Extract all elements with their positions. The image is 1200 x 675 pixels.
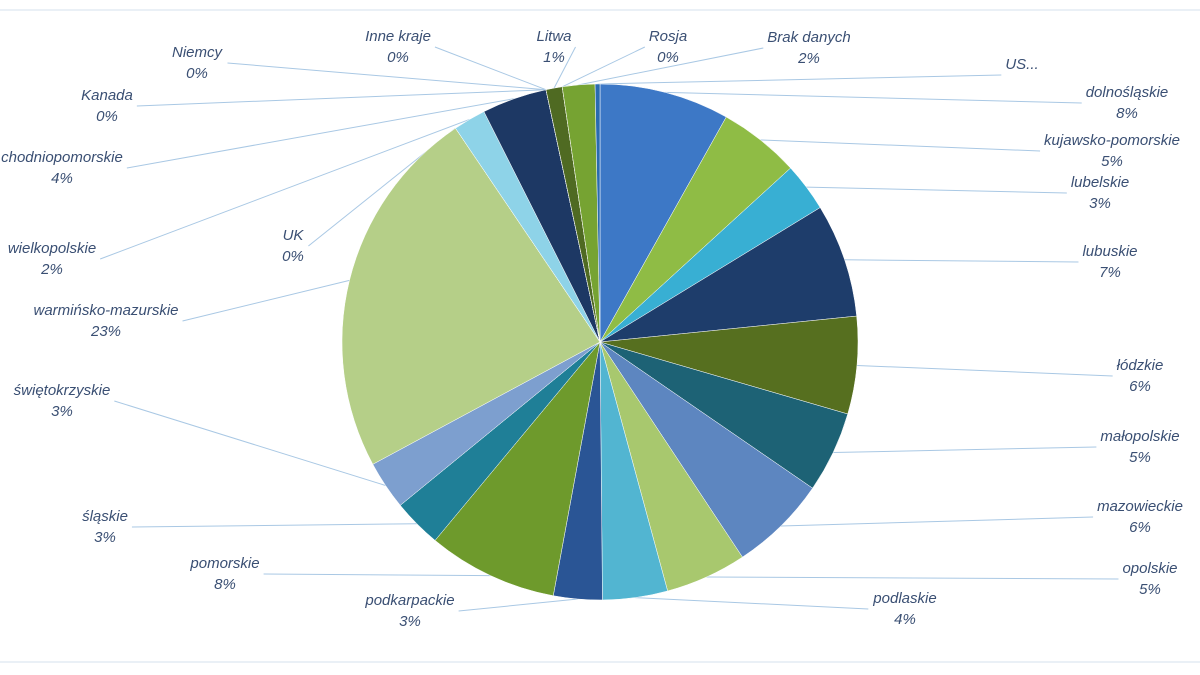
leader-line xyxy=(114,400,386,486)
leader-line xyxy=(665,91,1082,104)
slice-label: małopolskie xyxy=(1100,428,1179,445)
slice-label: Kanada xyxy=(81,87,133,104)
value-label: 3% xyxy=(94,529,116,546)
leader-line xyxy=(434,46,547,91)
slice-label: Brak danych xyxy=(767,29,850,46)
slice-label: dolnośląskie xyxy=(1086,84,1169,101)
slice-label: pomorskie xyxy=(189,555,259,572)
value-label: 3% xyxy=(51,403,73,420)
leader-line xyxy=(806,186,1067,194)
leader-line xyxy=(856,364,1113,377)
value-label: 2% xyxy=(797,50,820,67)
slice-label: podkarpackie xyxy=(364,592,454,609)
slice-label: świętokrzyskie xyxy=(14,382,111,399)
leader-line xyxy=(844,259,1079,263)
value-label: 4% xyxy=(894,611,916,628)
value-label: 8% xyxy=(214,576,236,593)
leader-line xyxy=(126,98,515,169)
value-label: 5% xyxy=(1129,449,1151,466)
value-label: 23% xyxy=(90,323,121,340)
slice-label: warmińsko-mazurskie xyxy=(33,302,178,319)
pie-slice xyxy=(594,83,601,343)
leader-line xyxy=(706,576,1119,580)
value-label: 4% xyxy=(51,170,73,187)
slice-label: mazowieckie xyxy=(1097,498,1183,515)
leader-line xyxy=(635,597,869,610)
pie-slice xyxy=(341,127,601,465)
leader-line xyxy=(458,598,578,612)
slice-label: Niemcy xyxy=(172,44,224,61)
pie-slice xyxy=(599,83,727,343)
leader-line xyxy=(100,118,470,260)
value-label: 0% xyxy=(186,65,208,82)
leader-line xyxy=(561,46,646,88)
slice-label: chodniopomorskie xyxy=(1,149,123,166)
pie-slice xyxy=(434,341,601,597)
slice-label: UK xyxy=(283,227,305,244)
value-label: 0% xyxy=(96,108,118,125)
leader-line xyxy=(833,446,1097,454)
value-label: 6% xyxy=(1129,519,1151,536)
leader-line xyxy=(760,139,1041,152)
slice-label: Litwa xyxy=(536,28,571,45)
leader-line xyxy=(597,74,1002,85)
slice-label: US... xyxy=(1005,56,1038,73)
value-label: 5% xyxy=(1139,581,1161,598)
leader-line xyxy=(553,46,576,89)
value-label: 0% xyxy=(387,49,409,66)
value-label: 0% xyxy=(657,49,679,66)
value-label: 8% xyxy=(1116,105,1138,122)
value-label: 0% xyxy=(282,248,304,265)
slice-label: śląskie xyxy=(82,508,128,525)
value-label: 3% xyxy=(399,613,421,630)
slice-label: podlaskie xyxy=(872,590,936,607)
slice-label: łódzkie xyxy=(1117,357,1164,374)
pie-slice xyxy=(599,207,857,343)
slice-label: wielkopolskie xyxy=(8,240,96,257)
slice-label: kujawsko-pomorskie xyxy=(1044,132,1180,149)
value-label: 5% xyxy=(1101,153,1123,170)
leader-line xyxy=(578,47,764,86)
slice-label: opolskie xyxy=(1122,560,1177,577)
value-label: 3% xyxy=(1089,195,1111,212)
value-label: 6% xyxy=(1129,378,1151,395)
slice-label: Rosja xyxy=(649,28,687,45)
leader-line xyxy=(780,516,1094,527)
value-label: 2% xyxy=(40,261,63,278)
value-label: 1% xyxy=(543,49,565,66)
leader-line xyxy=(182,279,350,322)
leader-line xyxy=(136,89,547,107)
slice-label: lubuskie xyxy=(1082,243,1137,260)
leader-line xyxy=(263,573,491,577)
slice-label: Inne kraje xyxy=(365,28,431,45)
leader-line xyxy=(227,62,547,91)
value-label: 7% xyxy=(1099,264,1121,281)
leader-line xyxy=(131,523,417,528)
slice-label: lubelskie xyxy=(1071,174,1129,191)
